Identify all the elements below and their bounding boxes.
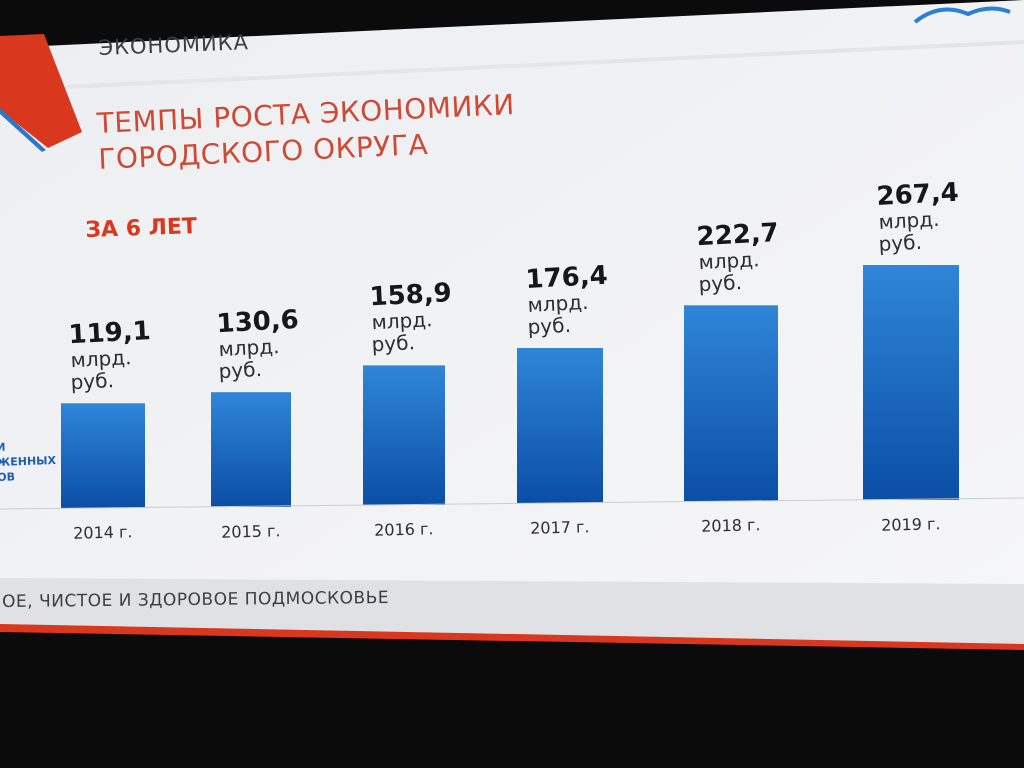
value-label-2: 158,9	[369, 278, 453, 312]
bar-4	[684, 305, 778, 501]
bar-0	[61, 403, 145, 508]
unit-label-line2-2: руб.	[371, 330, 415, 356]
bars-layer	[0, 265, 1024, 510]
x-tick-label-4: 2018 г.	[701, 515, 761, 536]
value-label-1: 130,6	[216, 305, 300, 339]
unit-label-line2-0: руб.	[70, 368, 114, 394]
bar-3	[517, 348, 603, 503]
unit-label-line2-5: руб.	[878, 230, 922, 256]
x-axis-baseline	[0, 497, 1024, 510]
value-label-3: 176,4	[525, 261, 609, 295]
unit-label-line1-3: млрд.	[527, 290, 589, 317]
footer-slogan: ОЕ, ЧИСТОЕ И ЗДОРОВОЕ ПОДМОСКОВЬЕ	[2, 587, 390, 612]
x-tick-label-2: 2016 г.	[374, 519, 434, 540]
unit-label-line2-3: руб.	[527, 313, 571, 339]
value-label-5: 267,4	[876, 178, 960, 212]
value-label-0: 119,1	[68, 316, 152, 350]
x-tick-label-5: 2019 г.	[881, 514, 941, 535]
unit-label-line2-1: руб.	[218, 357, 262, 383]
bar-5	[863, 265, 959, 500]
unit-label-line2-4: руб.	[698, 270, 742, 296]
x-tick-label-3: 2017 г.	[530, 517, 590, 538]
bar-1	[211, 392, 291, 507]
unit-label-line1-0: млрд.	[70, 345, 132, 372]
x-tick-label-1: 2015 г.	[221, 521, 281, 542]
bar-2	[363, 365, 445, 505]
value-label-4: 222,7	[696, 218, 780, 252]
unit-label-line1-2: млрд.	[371, 307, 433, 334]
unit-label-line1-4: млрд.	[698, 247, 760, 274]
x-tick-label-0: 2014 г.	[73, 522, 133, 543]
unit-label-line1-1: млрд.	[218, 334, 280, 361]
unit-label-line1-5: млрд.	[878, 207, 940, 234]
